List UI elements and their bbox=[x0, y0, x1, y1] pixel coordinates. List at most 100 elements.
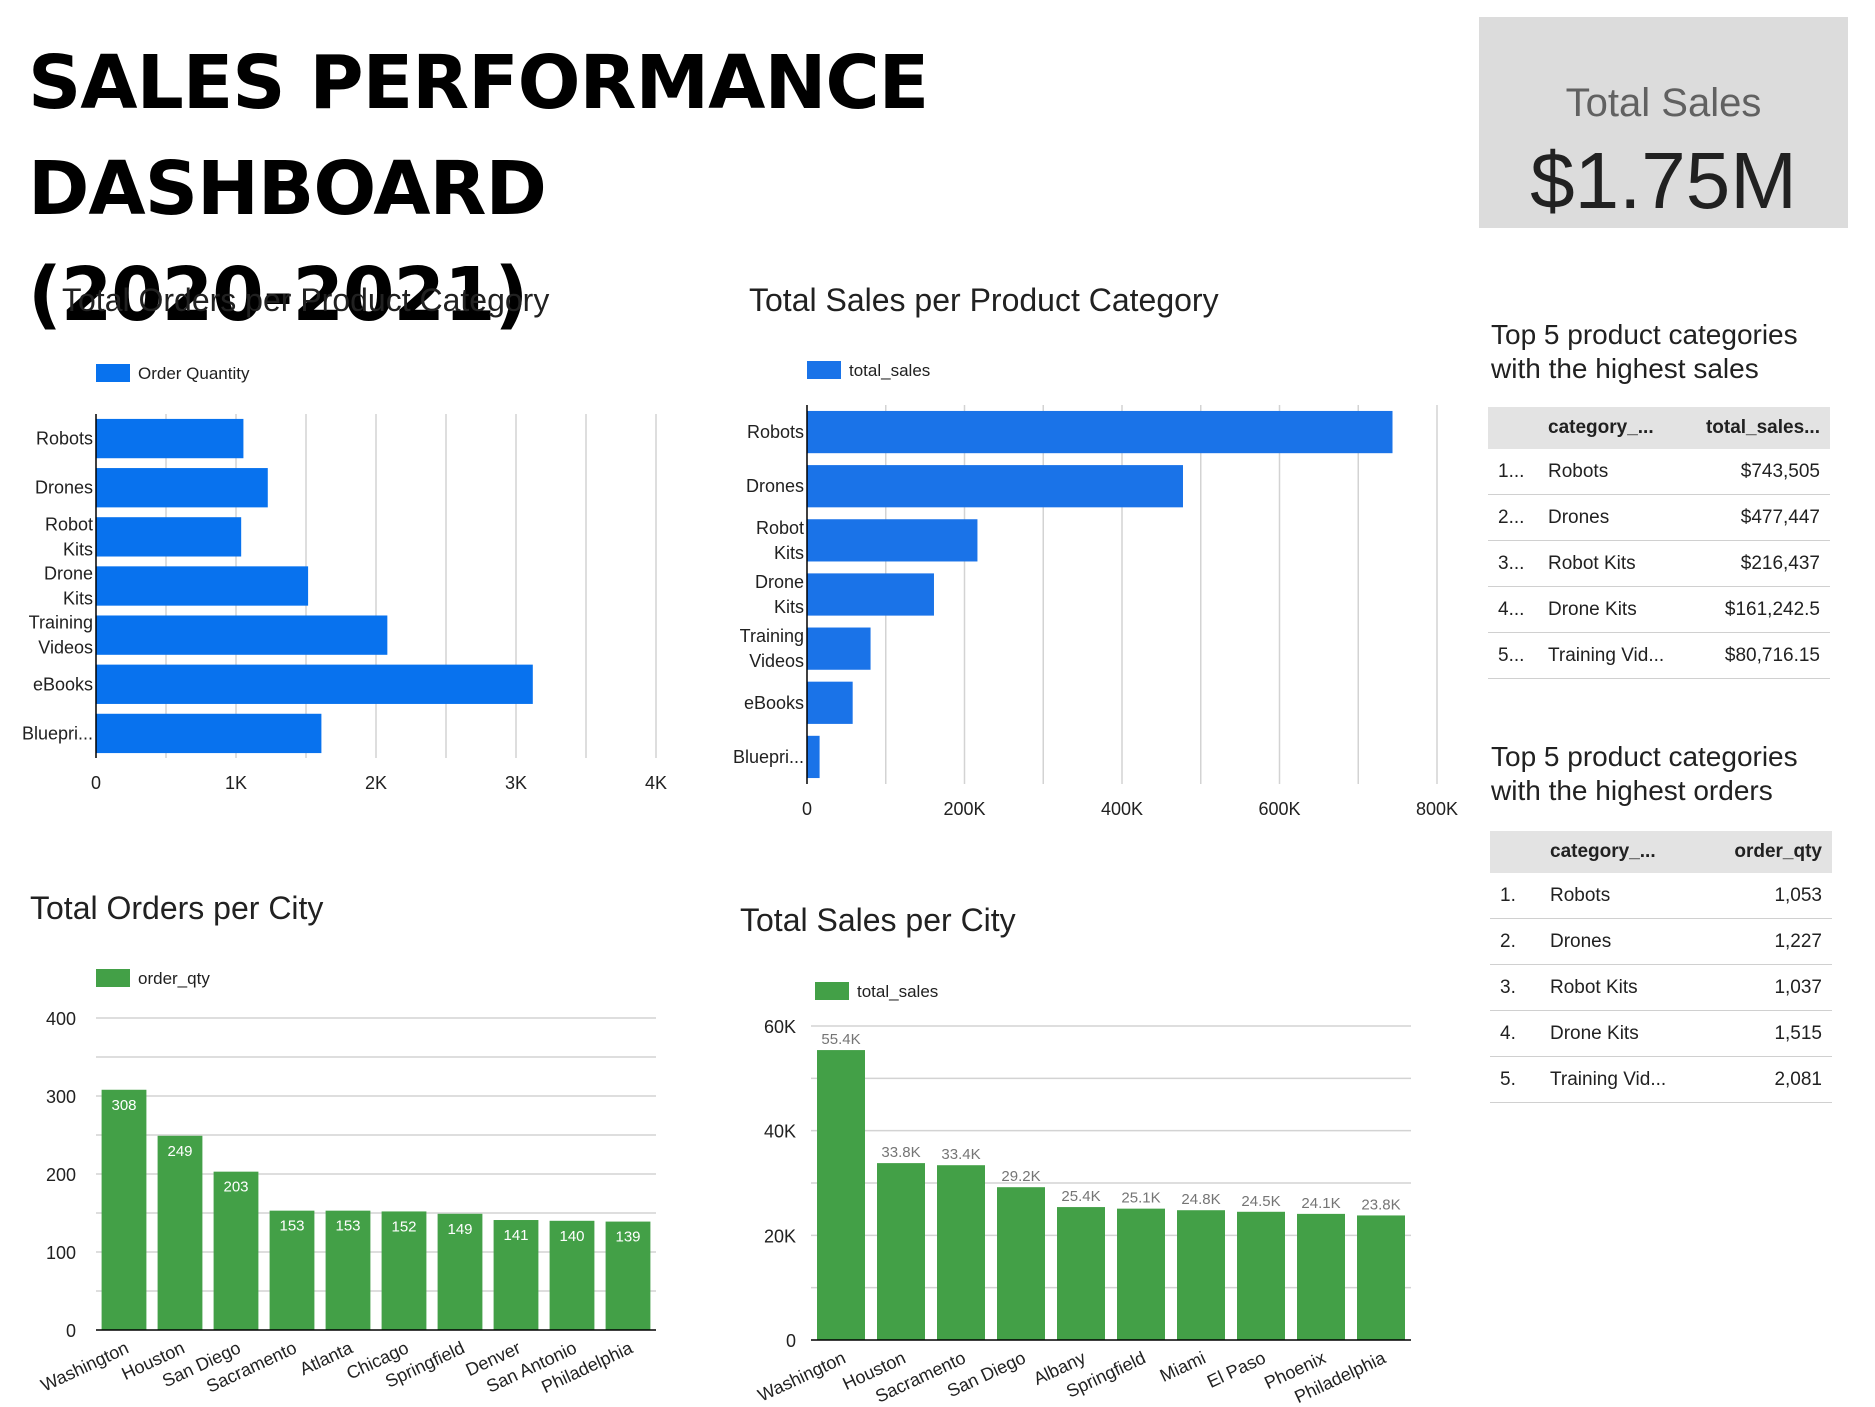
x-tick-label: 2K bbox=[365, 773, 387, 793]
rank-cell: 2. bbox=[1490, 918, 1540, 965]
bar bbox=[96, 713, 322, 754]
top-sales-table: category_... total_sales... 1... Robots $7… bbox=[1488, 407, 1830, 679]
category-cell: Robot Kits bbox=[1538, 540, 1686, 587]
category-label: eBooks bbox=[744, 693, 804, 713]
bar bbox=[1357, 1215, 1405, 1340]
data-label: 55.4K bbox=[821, 1031, 860, 1048]
table-row: 1... Robots $743,505 bbox=[1488, 449, 1830, 495]
value-cell: $161,242.5 bbox=[1685, 586, 1830, 633]
top-orders-table-title: Top 5 product categories with the highes… bbox=[1491, 740, 1851, 808]
bar bbox=[807, 519, 978, 562]
bar bbox=[1297, 1213, 1345, 1340]
data-label: 33.8K bbox=[881, 1144, 920, 1161]
rank-cell: 5. bbox=[1490, 1056, 1540, 1103]
legend-label: total_sales bbox=[857, 982, 938, 1001]
data-label: 153 bbox=[279, 1218, 304, 1235]
table-header-row: category_... order_qty bbox=[1490, 831, 1832, 873]
data-label: 149 bbox=[447, 1221, 472, 1238]
data-label: 24.8K bbox=[1181, 1191, 1220, 1208]
category-label: Bluepri... bbox=[22, 723, 93, 743]
category-label: eBooks bbox=[33, 674, 93, 694]
y-tick-label: 40K bbox=[764, 1122, 796, 1142]
bar bbox=[807, 627, 871, 670]
category-cell: Drone Kits bbox=[1540, 1010, 1704, 1057]
kpi-label: Total Sales bbox=[1565, 81, 1762, 125]
bar bbox=[877, 1163, 925, 1340]
x-tick-label: 1K bbox=[225, 773, 247, 793]
order-qty-header[interactable]: order_qty bbox=[1703, 831, 1832, 873]
top-sales-title-line-2: with the highest sales bbox=[1491, 353, 1759, 384]
rank-cell: 1... bbox=[1488, 449, 1538, 495]
category-header[interactable]: category_... bbox=[1540, 831, 1704, 873]
y-tick-label: 60K bbox=[764, 1017, 796, 1037]
data-label: 139 bbox=[615, 1229, 640, 1246]
sales-per-category-chart: total_sales Robots Drones Robot Kits Drone Kit… bbox=[733, 361, 1458, 819]
value-cell: 1,515 bbox=[1703, 1010, 1832, 1057]
rank-header bbox=[1490, 831, 1540, 873]
y-tick-label: 400 bbox=[46, 1009, 76, 1029]
table-row: 2... Drones $477,447 bbox=[1488, 494, 1830, 541]
table-row: 5. Training Vid... 2,081 bbox=[1490, 1056, 1832, 1103]
orders-per-category-title: Total Orders per Product Category bbox=[62, 282, 550, 318]
bar bbox=[493, 1220, 539, 1330]
kpi-value: $1.75M bbox=[1530, 136, 1797, 225]
y-tick-label: 0 bbox=[786, 1331, 796, 1351]
orders-per-city-chart: order_qty0100200300400308Washington249Ho… bbox=[38, 969, 656, 1397]
category-cell: Robots bbox=[1538, 449, 1686, 495]
bar bbox=[1117, 1208, 1165, 1340]
data-label: 29.2K bbox=[1001, 1168, 1040, 1185]
title-line-1: SALES PERFORMANCE DASHBOARD bbox=[28, 40, 929, 232]
rank-cell: 3. bbox=[1490, 964, 1540, 1011]
x-tick-label: 800K bbox=[1416, 799, 1458, 819]
table-row: 4. Drone Kits 1,515 bbox=[1490, 1010, 1832, 1057]
total-sales-header[interactable]: total_sales... bbox=[1685, 407, 1830, 449]
bar bbox=[807, 465, 1183, 508]
data-label: 249 bbox=[167, 1143, 192, 1160]
top-sales-title-line-1: Top 5 product categories bbox=[1491, 319, 1798, 350]
category-header[interactable]: category_... bbox=[1538, 407, 1686, 449]
data-label: 25.4K bbox=[1061, 1188, 1100, 1205]
category-label: Robots bbox=[747, 422, 804, 442]
value-cell: 1,227 bbox=[1703, 918, 1832, 965]
category-label: Robot Kits bbox=[756, 518, 804, 563]
category-label: Training Videos bbox=[29, 613, 93, 658]
category-label: Training Videos bbox=[740, 626, 804, 671]
data-label: 153 bbox=[335, 1218, 360, 1235]
category-cell: Robots bbox=[1540, 873, 1704, 919]
category-cell: Drones bbox=[1540, 918, 1704, 965]
sales-per-category-title: Total Sales per Product Category bbox=[749, 282, 1219, 318]
category-label: Robots bbox=[36, 429, 93, 449]
category-cell: Drones bbox=[1538, 494, 1686, 541]
rank-cell: 5... bbox=[1488, 632, 1538, 679]
bar bbox=[213, 1171, 259, 1330]
table-row: 3. Robot Kits 1,037 bbox=[1490, 964, 1832, 1011]
x-category-label: El Paso bbox=[1204, 1347, 1269, 1391]
category-cell: Training Vid... bbox=[1540, 1056, 1704, 1103]
data-label: 25.1K bbox=[1121, 1190, 1160, 1207]
table-row: 3... Robot Kits $216,437 bbox=[1488, 540, 1830, 587]
bar bbox=[605, 1221, 651, 1330]
category-label: Drones bbox=[746, 476, 804, 496]
bar bbox=[817, 1050, 865, 1340]
rank-cell: 1. bbox=[1490, 873, 1540, 919]
dashboard-title: SALES PERFORMANCE DASHBOARD (2020-2021) bbox=[28, 30, 1408, 348]
sales-per-city-title: Total Sales per City bbox=[740, 902, 1016, 938]
y-tick-label: 200 bbox=[46, 1165, 76, 1185]
data-label: 24.1K bbox=[1301, 1195, 1340, 1212]
legend-swatch bbox=[96, 969, 130, 987]
bar bbox=[96, 615, 388, 655]
bar bbox=[997, 1187, 1045, 1340]
value-cell: $477,447 bbox=[1685, 494, 1830, 541]
orders-per-city-title: Total Orders per City bbox=[30, 890, 324, 926]
legend-swatch bbox=[807, 361, 841, 379]
bar bbox=[96, 468, 268, 508]
bar bbox=[325, 1210, 371, 1330]
legend-swatch bbox=[815, 982, 849, 1000]
x-tick-label: 0 bbox=[91, 773, 101, 793]
orders-per-category-chart: Order Quantity Robots Drones Robot Kits Drone… bbox=[22, 364, 667, 793]
rank-cell: 4... bbox=[1488, 586, 1538, 633]
rank-cell: 2... bbox=[1488, 494, 1538, 541]
data-label: 141 bbox=[503, 1227, 528, 1244]
bar bbox=[549, 1220, 595, 1330]
rank-cell: 4. bbox=[1490, 1010, 1540, 1057]
